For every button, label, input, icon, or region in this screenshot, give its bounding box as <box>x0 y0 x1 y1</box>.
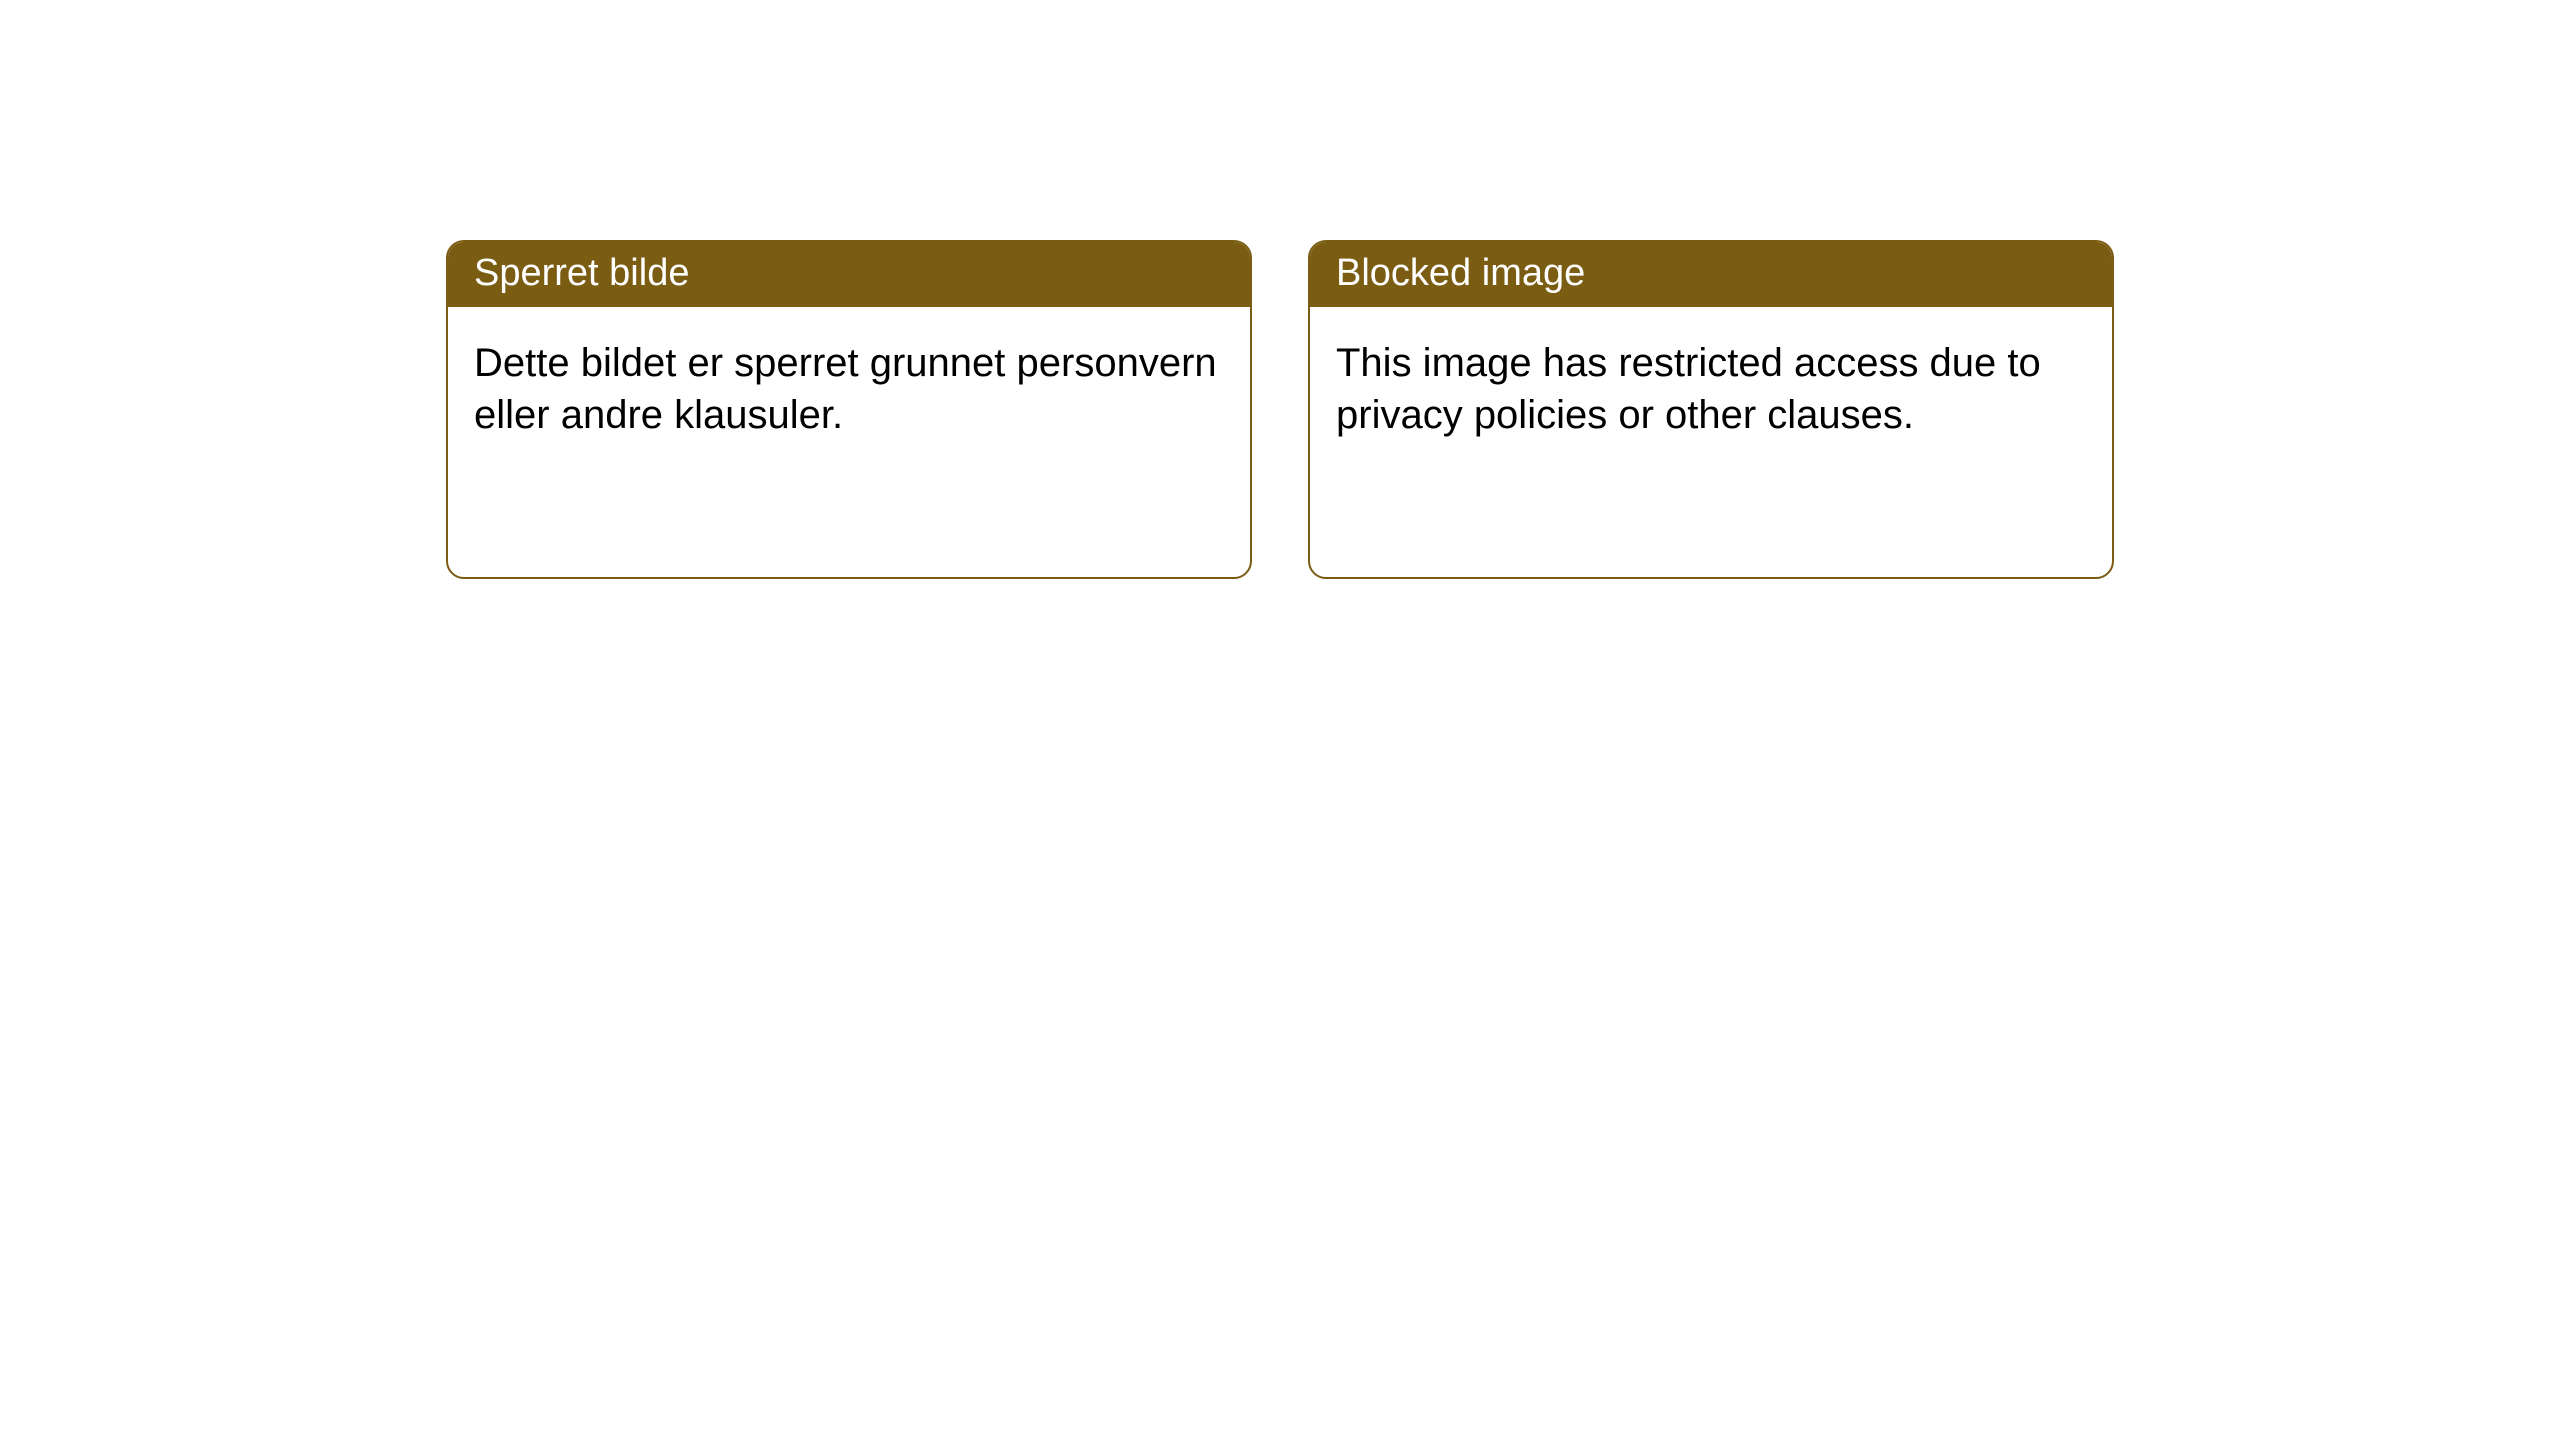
card-header: Sperret bilde <box>448 242 1250 307</box>
notice-container: Sperret bilde Dette bildet er sperret gr… <box>0 240 2560 579</box>
card-title: Sperret bilde <box>474 252 689 294</box>
card-body: This image has restricted access due to … <box>1310 307 2112 577</box>
card-title: Blocked image <box>1336 252 1585 294</box>
card-header: Blocked image <box>1310 242 2112 307</box>
blocked-card-english: Blocked image This image has restricted … <box>1308 240 2114 579</box>
card-message: This image has restricted access due to … <box>1336 341 2041 437</box>
card-body: Dette bildet er sperret grunnet personve… <box>448 307 1250 577</box>
card-message: Dette bildet er sperret grunnet personve… <box>474 341 1217 437</box>
blocked-card-norwegian: Sperret bilde Dette bildet er sperret gr… <box>446 240 1252 579</box>
